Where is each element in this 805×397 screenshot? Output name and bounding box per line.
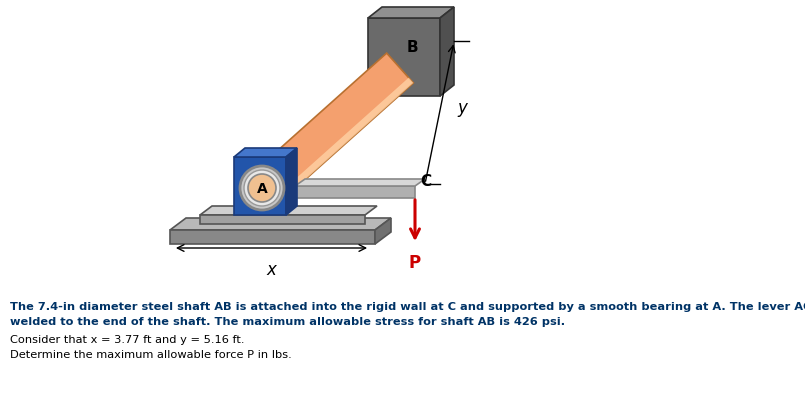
Circle shape xyxy=(244,170,280,206)
Circle shape xyxy=(248,174,276,202)
Bar xyxy=(295,186,415,198)
Polygon shape xyxy=(254,53,413,201)
Polygon shape xyxy=(277,78,413,201)
Text: x: x xyxy=(266,261,276,279)
Text: A: A xyxy=(257,182,267,196)
Bar xyxy=(368,18,440,96)
Polygon shape xyxy=(368,7,454,18)
Text: welded to the end of the shaft. The maximum allowable stress for shaft AB is 426: welded to the end of the shaft. The maxi… xyxy=(10,317,565,327)
Polygon shape xyxy=(375,218,391,244)
Polygon shape xyxy=(440,7,454,96)
Text: B: B xyxy=(407,40,419,55)
Text: Consider that x = 3.77 ft and y = 5.16 ft.: Consider that x = 3.77 ft and y = 5.16 f… xyxy=(10,335,245,345)
Polygon shape xyxy=(295,179,425,186)
Polygon shape xyxy=(200,206,377,215)
Text: y: y xyxy=(457,99,468,117)
Text: C: C xyxy=(420,175,431,189)
Polygon shape xyxy=(234,148,297,157)
Text: P: P xyxy=(409,254,421,272)
Polygon shape xyxy=(286,148,297,215)
Circle shape xyxy=(240,166,284,210)
Polygon shape xyxy=(170,218,391,230)
Text: The 7.4-in diameter steel shaft AB is attached into the rigid wall at C and supp: The 7.4-in diameter steel shaft AB is at… xyxy=(10,302,805,312)
Polygon shape xyxy=(200,215,365,224)
Polygon shape xyxy=(170,230,375,244)
Bar xyxy=(234,157,286,215)
Text: Determine the maximum allowable force P in lbs.: Determine the maximum allowable force P … xyxy=(10,350,291,360)
